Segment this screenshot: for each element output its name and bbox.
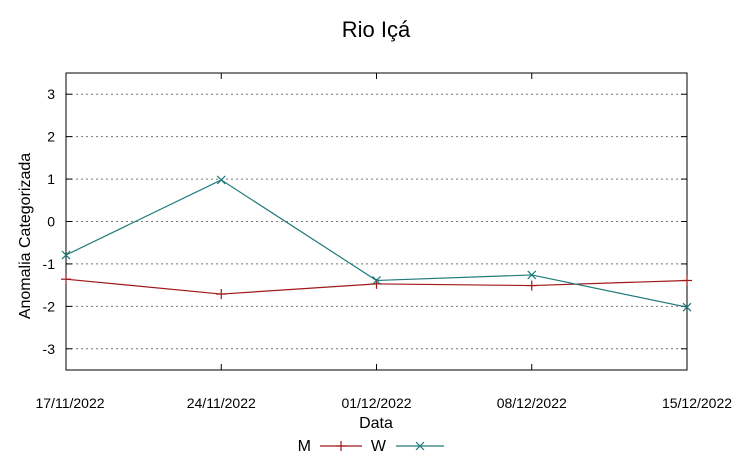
data-point (372, 276, 381, 285)
y-tick-label: 0 (47, 214, 55, 230)
legend-marker (415, 441, 425, 451)
y-axis-label: Anomalia Categorizada (17, 153, 34, 319)
legend-item-W: W (371, 438, 444, 455)
series-W (61, 175, 692, 312)
y-tick-label: -1 (43, 256, 56, 272)
x-tick-label: 24/11/2022 (187, 395, 256, 411)
legend-label: M (298, 438, 311, 455)
y-tick-label: 2 (47, 129, 55, 145)
x-axis-label: Data (359, 415, 393, 432)
x-tick-label: 17/11/2022 (35, 395, 104, 411)
series-M (61, 274, 692, 300)
data-point (61, 274, 71, 285)
grid-lines (66, 93, 687, 350)
y-tick-label: 3 (47, 86, 55, 102)
legend-item-M: M (298, 438, 362, 455)
y-axis: -3 -2 -1 0 1 2 3 (43, 86, 687, 357)
data-point (216, 175, 226, 185)
x-axis: 17/11/2022 24/11/2022 01/12/2022 08/12/2022… (35, 73, 732, 411)
y-tick-label: -3 (43, 341, 56, 357)
x-tick-label: 01/12/2022 (341, 395, 411, 411)
data-point (216, 289, 227, 300)
x-tick-label: 08/12/2022 (497, 395, 567, 411)
y-tick-label: -2 (43, 298, 56, 314)
data-point (682, 302, 692, 312)
chart-title: Rio Içá (342, 17, 411, 42)
series-layer (61, 175, 692, 312)
y-tick-label: 1 (47, 171, 55, 187)
data-point (526, 280, 537, 291)
x-tick-label: 15/12/2022 (662, 395, 732, 411)
data-point (527, 270, 537, 280)
data-point (61, 250, 71, 260)
legend-label: W (371, 438, 387, 455)
data-point (682, 275, 692, 286)
